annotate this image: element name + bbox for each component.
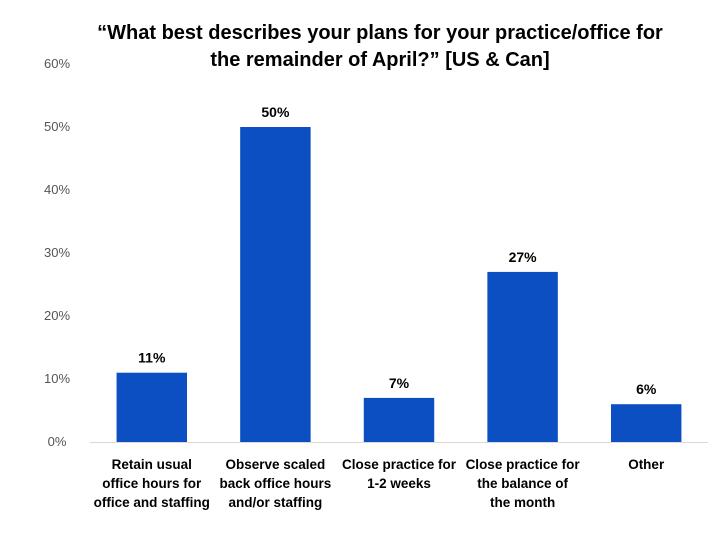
category-label: Other: [628, 457, 665, 472]
value-label: 6%: [636, 381, 657, 397]
category-labels: Retain usual office hours for office and s…: [94, 457, 665, 510]
bar: [487, 271, 558, 442]
y-tick-label: 40%: [44, 182, 70, 197]
y-tick-label: 60%: [44, 56, 70, 71]
chart-title-line-2: the remainder of April?” [US & Can]: [210, 49, 550, 71]
y-tick-label: 0%: [48, 434, 67, 449]
y-tick-label: 30%: [44, 245, 70, 260]
chart-title: “What best describes your plans for your…: [60, 20, 700, 74]
y-tick-label: 10%: [44, 371, 70, 386]
value-label: 50%: [261, 104, 290, 120]
value-label: 11%: [138, 350, 166, 366]
category-label: Observe scaled back office hours and/or st…: [220, 457, 332, 510]
category-label: Close practice for the balance of the mont…: [466, 457, 581, 510]
y-tick-label: 50%: [44, 119, 70, 134]
bar: [240, 127, 311, 442]
chart-title-line-1: “What best describes your plans for your…: [97, 22, 663, 44]
y-tick-label: 20%: [44, 308, 70, 323]
value-label: 27%: [509, 249, 538, 265]
y-axis-ticks: 0% 10% 20% 30% 40% 50% 60%: [44, 56, 70, 449]
bar: [610, 404, 682, 442]
value-labels: 11% 50% 7% 27% 6%: [138, 104, 657, 397]
bars: [116, 127, 682, 442]
bar: [363, 397, 435, 442]
bar: [116, 372, 188, 442]
category-label: Retain usual office hours for office and s…: [94, 457, 210, 510]
value-label: 7%: [389, 375, 410, 391]
category-label: Close practice for 1-2 weeks: [342, 457, 457, 491]
